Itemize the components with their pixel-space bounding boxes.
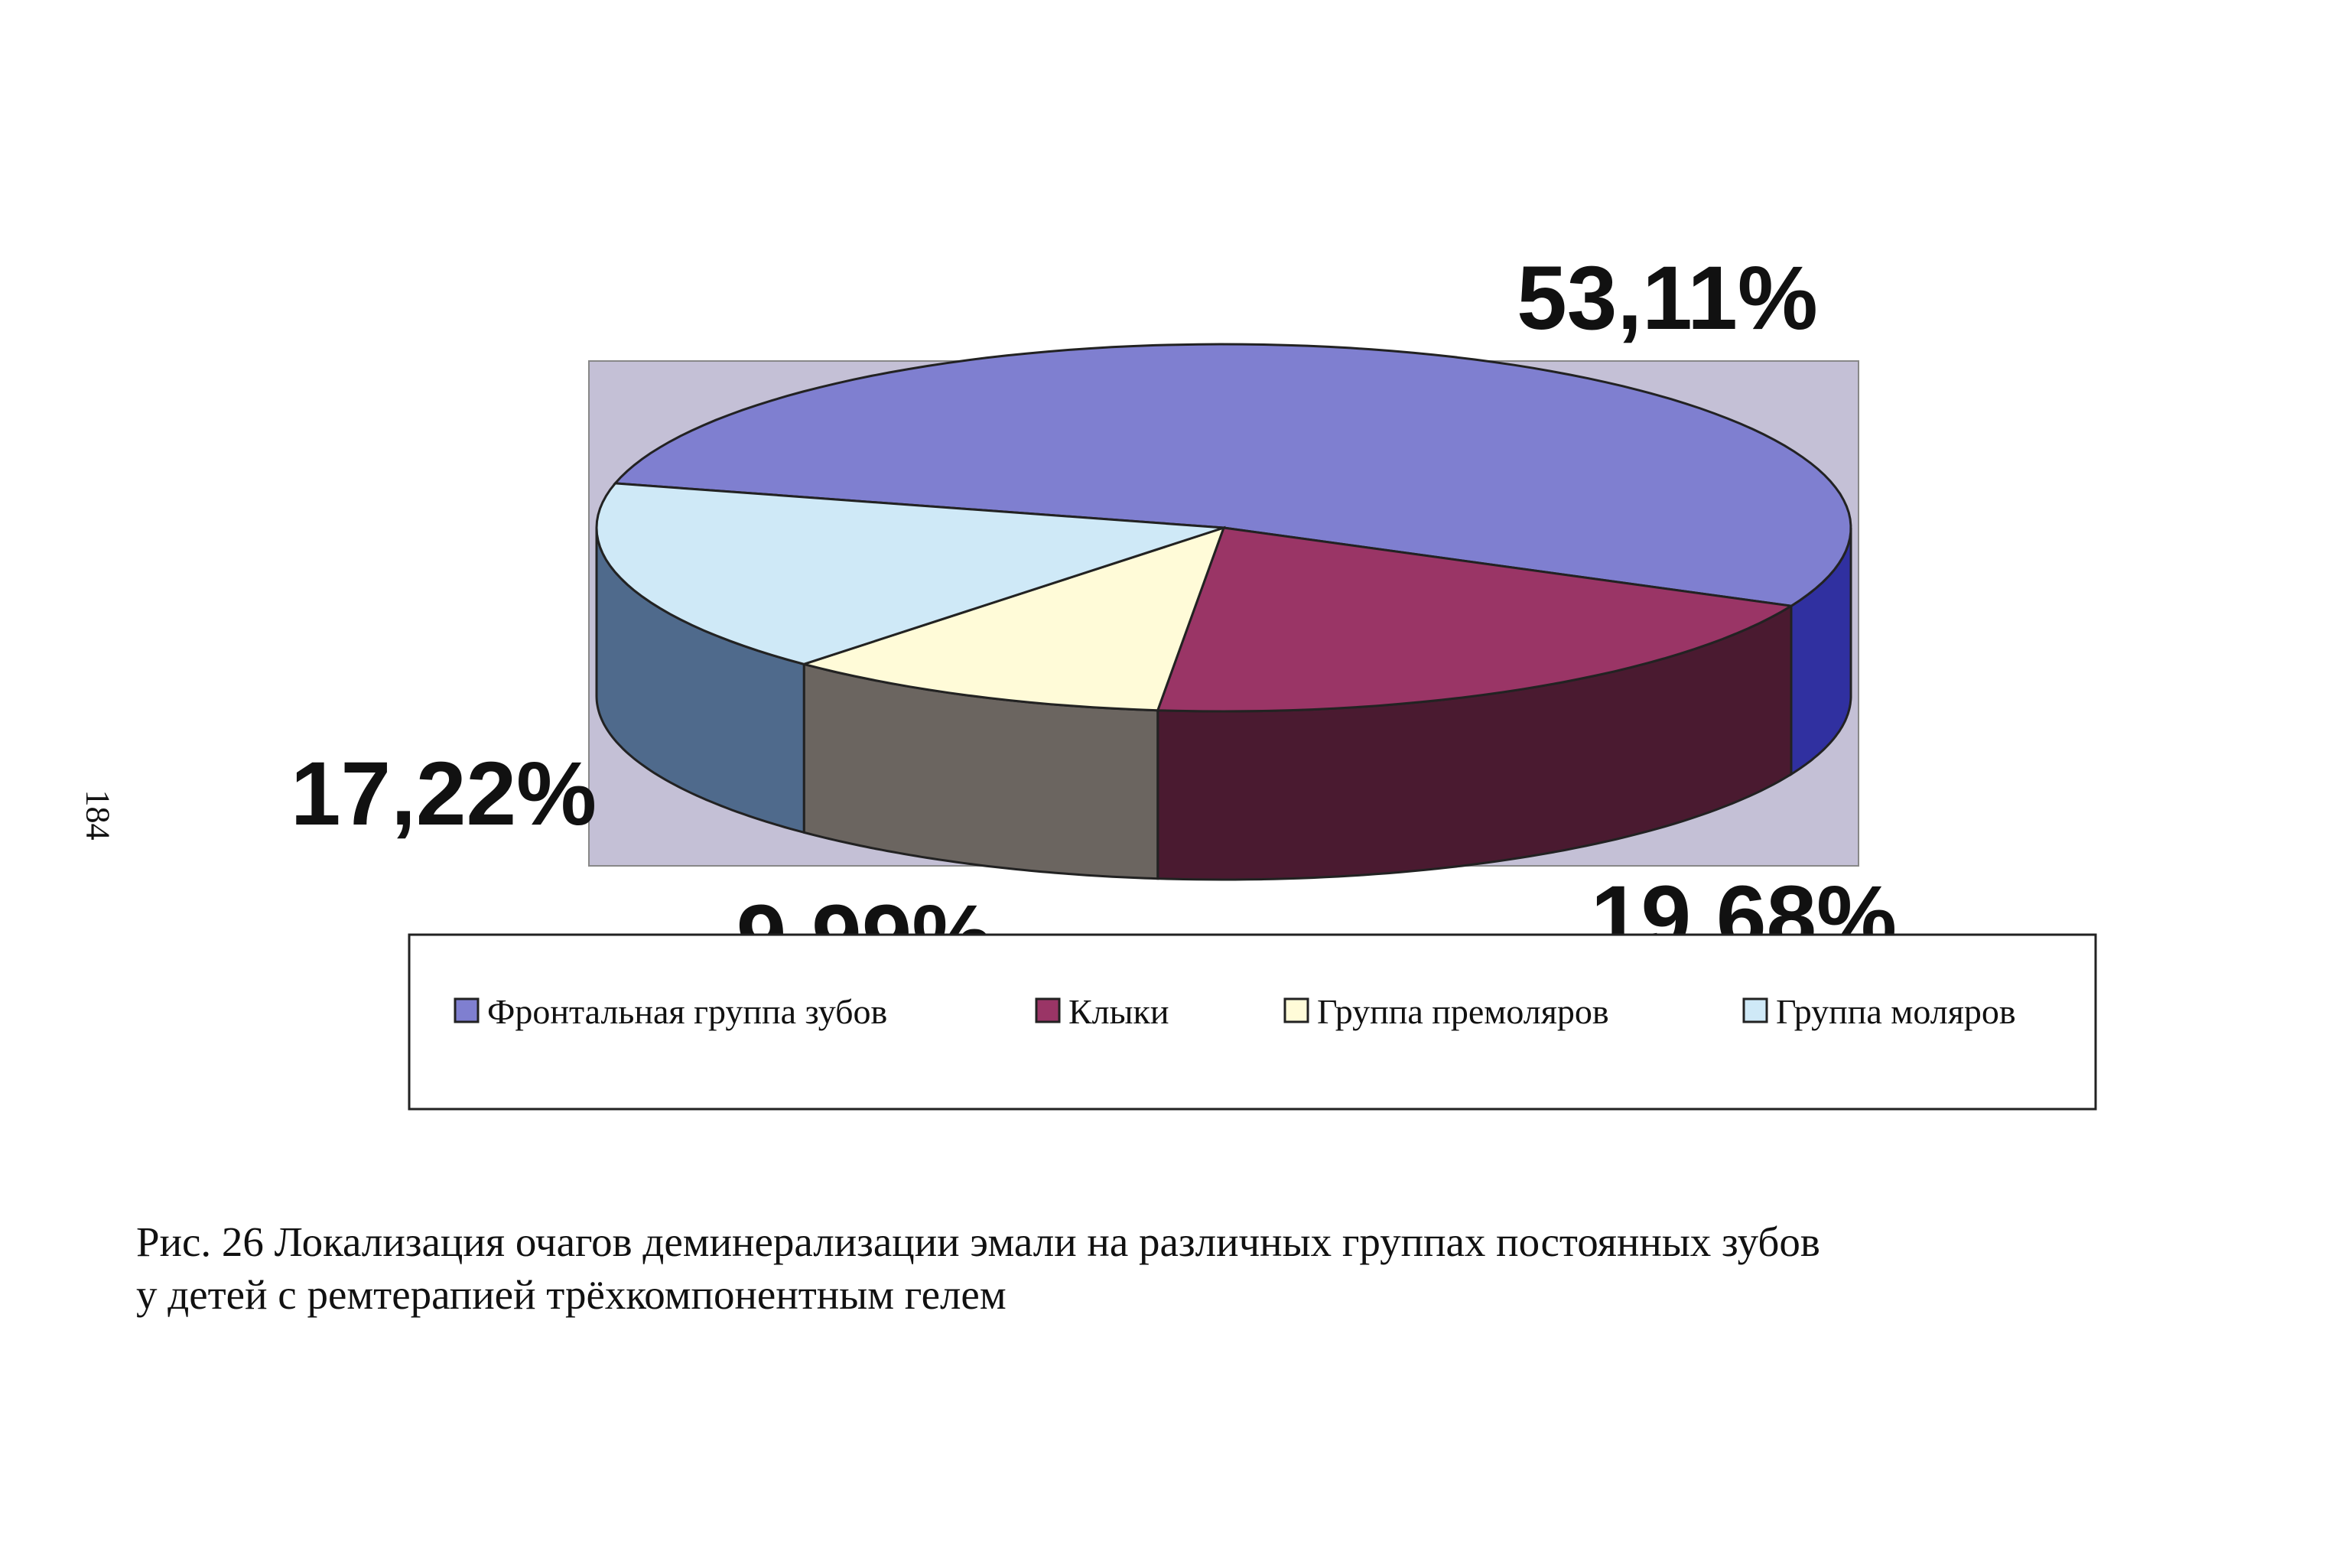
- pie-side-walls: [595, 527, 1852, 881]
- figure-caption: Рис. 26 Локализация очагов деминерализац…: [136, 1216, 2262, 1322]
- page-number: 184: [79, 789, 117, 841]
- value-label-фронтальная-группа-зубов: 53,11%: [1517, 248, 1818, 349]
- caption-line-2: у детей с ремтерапией трёхкомпонентным г…: [136, 1270, 1007, 1318]
- legend: Фронтальная группа зубов Клыки Группа прем…: [454, 992, 2016, 1031]
- legend-swatch-фронтальная-группа-зубов: [454, 997, 480, 1023]
- legend-label-группа-премоляров: Группа премоляров: [1317, 992, 1609, 1031]
- pie-top-faces: [595, 343, 1852, 713]
- pie-slice-клыки: [1156, 526, 1795, 713]
- legend-box: [408, 933, 2097, 1111]
- value-label-группа-моляров: 17,22%: [291, 743, 597, 844]
- legend-label-фронтальная-группа-зубов: Фронтальная группа зубов: [487, 992, 887, 1031]
- legend-swatch-группа-моляров: [1742, 997, 1768, 1023]
- pie-slice-фронтальная-группа-зубов: [613, 343, 1852, 607]
- legend-swatch-клыки: [1035, 997, 1061, 1023]
- pie-slice-группа-премоляров: [799, 525, 1226, 712]
- caption-line-1: Рис. 26 Локализация очагов деминерализац…: [136, 1218, 1820, 1265]
- legend-swatch-группа-премоляров: [1283, 997, 1309, 1023]
- pie-slice-группа-моляров: [595, 482, 1224, 665]
- legend-label-клыки: Клыки: [1068, 992, 1169, 1031]
- legend-label-группа-моляров: Группа моляров: [1776, 992, 2016, 1031]
